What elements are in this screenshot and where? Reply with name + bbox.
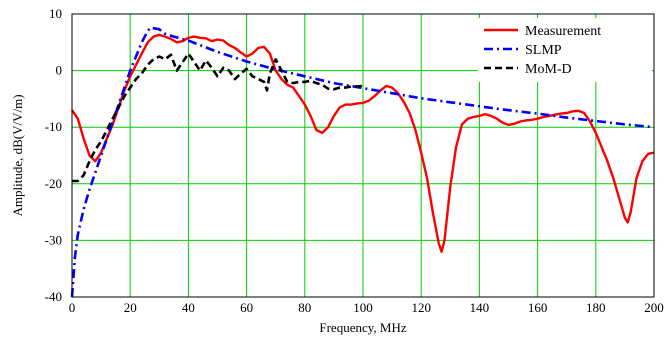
x-tick-label: 0	[69, 300, 76, 315]
x-tick-label: 20	[124, 300, 137, 315]
tick-labels: 0 20 40 60 80 100 120 140 160 180 200100-10-20-30-…	[45, 6, 664, 315]
x-tick-label: 140	[470, 300, 490, 315]
y-tick-label: -40	[45, 289, 62, 304]
x-tick-label: 80	[298, 300, 311, 315]
x-tick-label: 40	[182, 300, 195, 315]
y-tick-label: 10	[49, 6, 62, 21]
y-tick-label: -10	[45, 119, 62, 134]
y-tick-label: -30	[45, 232, 62, 247]
x-tick-label: 200	[644, 300, 664, 315]
plot-frame	[71, 13, 655, 298]
x-tick-label: 120	[411, 300, 431, 315]
series-lines	[70, 26, 655, 298]
legend-label: MoM-D	[525, 62, 572, 77]
y-tick-label: 0	[56, 63, 63, 78]
series-line-slmp	[70, 26, 655, 298]
legend-label: Measurement	[525, 24, 601, 39]
x-tick-label: 160	[528, 300, 548, 315]
legend: Measurement SLMP MoM-D	[478, 18, 652, 82]
plot-border	[71, 13, 655, 298]
x-tick-label: 60	[240, 300, 253, 315]
series-line-mom-d	[72, 52, 364, 183]
y-tick-label: -20	[45, 176, 62, 191]
y-axis-label: Amplitude, dB(V/V/m)	[10, 94, 25, 216]
x-axis-label: Frequency, MHz	[319, 320, 406, 335]
legend-label: SLMP	[525, 43, 562, 58]
x-tick-label: 100	[353, 300, 373, 315]
x-tick-label: 180	[586, 300, 606, 315]
series-line-measurement	[71, 33, 655, 253]
